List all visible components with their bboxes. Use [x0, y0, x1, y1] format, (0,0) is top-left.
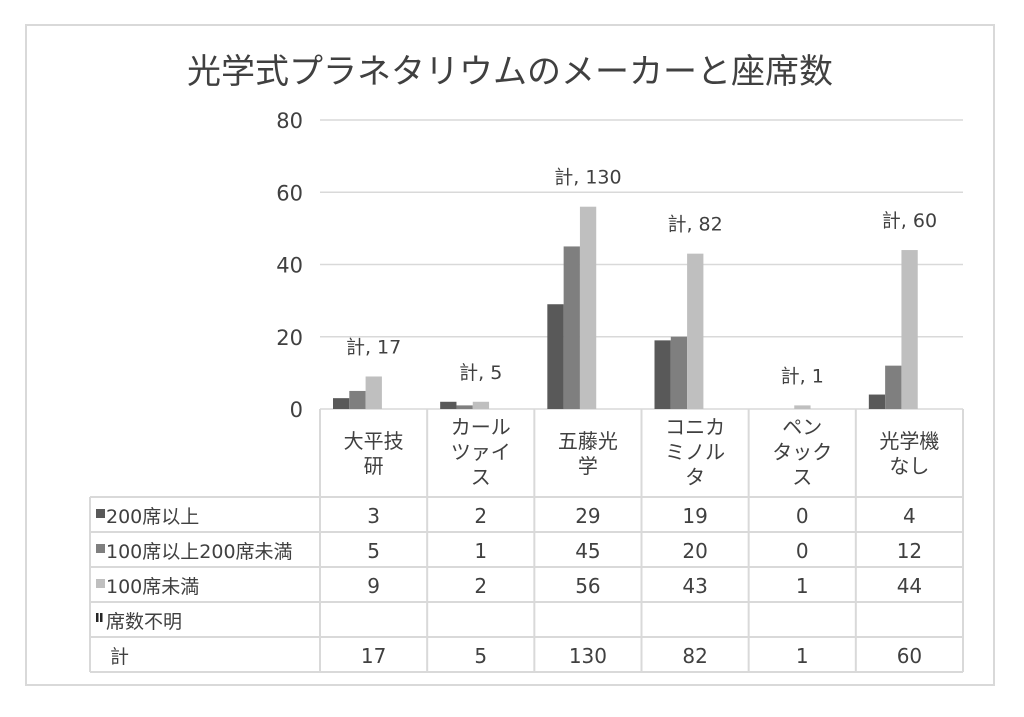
bar — [794, 405, 811, 409]
data-label: 計, 82 — [667, 214, 722, 236]
y-tick-label: 40 — [276, 254, 303, 278]
data-label: 計, 60 — [882, 210, 937, 232]
bar — [868, 394, 886, 409]
bar — [901, 250, 918, 409]
table-cell: 0 — [796, 504, 809, 528]
table-cell: 45 — [575, 539, 600, 563]
bar — [579, 206, 597, 409]
legend-key — [96, 613, 99, 622]
table-cell: 12 — [897, 539, 922, 563]
data-label: 計, 130 — [554, 167, 621, 189]
bar — [687, 253, 704, 409]
chart-title: 光学式プラネタリウムのメーカーと座席数 — [187, 52, 833, 92]
table-cell: 20 — [682, 539, 707, 563]
table-cell: 1 — [474, 539, 487, 563]
y-tick-label: 0 — [290, 398, 303, 422]
table-cell: 3 — [367, 504, 380, 528]
legend-label: 席数不明 — [106, 611, 182, 633]
bar — [440, 401, 457, 409]
legend-key — [100, 613, 103, 622]
legend-label: 100席未満 — [106, 576, 199, 598]
table-cell: 2 — [474, 574, 487, 598]
legend-label: 200席以上 — [106, 506, 199, 528]
table-cell: 44 — [897, 574, 922, 598]
category-label: 大平技研 — [344, 429, 404, 478]
category-label: カールツァイス — [451, 415, 511, 489]
table-cell: 130 — [569, 644, 607, 668]
bar — [547, 304, 564, 409]
table-cell: 43 — [682, 574, 707, 598]
table-cell: 56 — [575, 574, 600, 598]
data-label: 計, 17 — [346, 336, 401, 358]
bar — [333, 398, 350, 409]
bar — [456, 405, 473, 409]
table-cell: 1 — [796, 574, 809, 598]
table-cell: 2 — [474, 504, 487, 528]
table-cell: 1 — [796, 644, 809, 668]
table-cell: 0 — [796, 539, 809, 563]
y-tick-label: 80 — [276, 109, 303, 133]
category-label: ペンタックス — [772, 415, 832, 489]
table-cell: 19 — [682, 504, 707, 528]
legend-label: 計 — [110, 646, 129, 668]
bar — [349, 390, 366, 409]
table-cell: 9 — [367, 574, 380, 598]
category-label: 五藤光学 — [558, 429, 618, 478]
table-cell: 5 — [474, 644, 487, 668]
data-label: 計, 1 — [781, 365, 824, 387]
table-cell: 17 — [361, 644, 386, 668]
bar — [365, 376, 382, 409]
table-cell: 60 — [897, 644, 922, 668]
legend-key — [96, 544, 105, 553]
category-label: 光学機なし — [879, 429, 939, 478]
y-tick-label: 20 — [276, 326, 303, 350]
bar — [654, 340, 671, 409]
table-cell: 4 — [903, 504, 916, 528]
bar — [885, 365, 902, 409]
table-cell: 5 — [367, 539, 380, 563]
chart-border — [25, 24, 995, 686]
legend-key — [96, 579, 105, 588]
category-label: コニカミノルタ — [665, 415, 725, 489]
table-cell: 29 — [575, 504, 600, 528]
bar — [472, 401, 490, 409]
data-label: 計, 5 — [459, 362, 502, 384]
y-tick-label: 60 — [276, 181, 303, 205]
legend-key — [96, 509, 105, 518]
legend-label: 100席以上200席未満 — [106, 541, 293, 563]
table-cell: 82 — [682, 644, 707, 668]
bar — [563, 246, 580, 409]
bar — [670, 336, 688, 409]
